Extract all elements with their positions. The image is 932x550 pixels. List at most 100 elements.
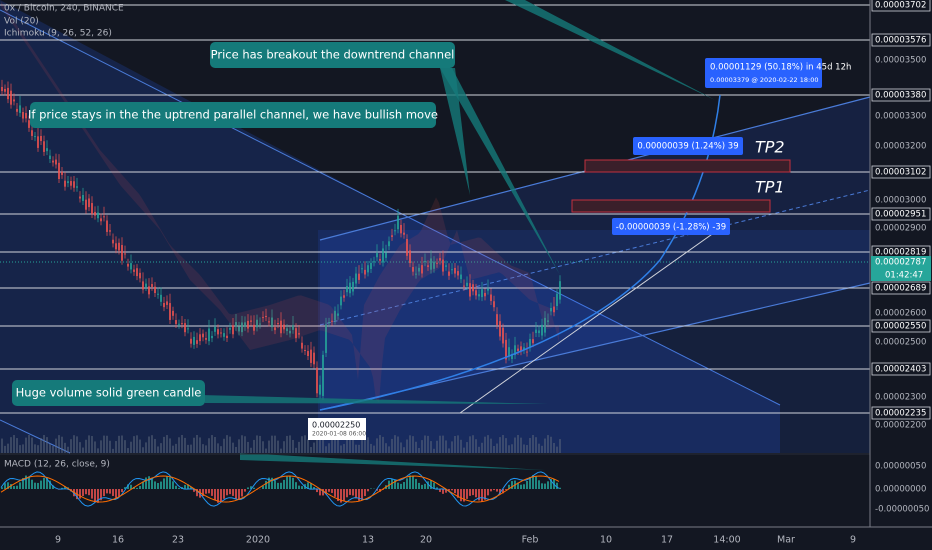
candle-body bbox=[193, 336, 195, 345]
candle-body bbox=[556, 293, 558, 307]
volume-bar bbox=[343, 444, 345, 453]
volume-bar bbox=[454, 435, 456, 453]
candle-body bbox=[190, 338, 192, 344]
candle-body bbox=[391, 235, 393, 237]
callout-box bbox=[30, 102, 436, 128]
volume-bar bbox=[328, 443, 330, 453]
candle-body bbox=[328, 322, 330, 324]
volume-bar bbox=[64, 442, 66, 453]
callout-pointer bbox=[440, 68, 470, 195]
candle-body bbox=[145, 283, 147, 287]
candle-body bbox=[136, 268, 138, 277]
candle-body bbox=[115, 243, 117, 250]
candle-body bbox=[358, 273, 360, 280]
candle-body bbox=[175, 320, 177, 324]
candle-body bbox=[400, 224, 402, 234]
candle-body bbox=[19, 105, 21, 113]
candle-body bbox=[505, 339, 507, 360]
macd-histogram bbox=[1, 487, 3, 489]
macd-histogram bbox=[409, 475, 411, 489]
callout-text: Huge volume solid green candle bbox=[16, 386, 202, 400]
volume-bar bbox=[73, 435, 75, 453]
candle-body bbox=[382, 248, 384, 263]
level-label-box bbox=[871, 33, 931, 47]
macd-histogram bbox=[79, 489, 81, 499]
volume-bar bbox=[40, 438, 42, 453]
volume-bar bbox=[82, 447, 84, 453]
macd-histogram bbox=[214, 489, 216, 500]
candle-body bbox=[463, 285, 465, 287]
time-tick-label: 9 bbox=[850, 535, 856, 546]
candle-body bbox=[73, 181, 75, 188]
volume-bar bbox=[316, 436, 318, 453]
candle-body bbox=[277, 323, 279, 325]
macd-histogram bbox=[511, 481, 513, 489]
volume-bar bbox=[172, 445, 174, 453]
macd-histogram bbox=[169, 477, 171, 489]
candle-body bbox=[337, 313, 339, 316]
volume-bar bbox=[169, 438, 171, 453]
candle-body bbox=[481, 289, 483, 298]
macd-histogram bbox=[508, 484, 510, 489]
macd-histogram bbox=[61, 487, 63, 489]
macd-histogram bbox=[31, 479, 33, 489]
measure-text: -0.00000039 (-1.28%) -39 bbox=[616, 223, 726, 233]
tp1-zone bbox=[571, 199, 771, 213]
candle-body bbox=[67, 181, 69, 184]
candle-body bbox=[238, 326, 240, 332]
volume-bar bbox=[445, 440, 447, 453]
macd-histogram bbox=[424, 483, 426, 489]
macd-histogram bbox=[394, 479, 396, 489]
macd-histogram bbox=[250, 486, 252, 489]
macd-histogram bbox=[22, 478, 24, 489]
candle-body bbox=[142, 281, 144, 290]
volume-bar bbox=[148, 436, 150, 453]
candle-body bbox=[64, 180, 66, 187]
volume-bar bbox=[322, 438, 324, 453]
macd-histogram bbox=[502, 489, 504, 494]
candle-body bbox=[487, 288, 489, 291]
volume-bar bbox=[547, 435, 549, 453]
volume-bar bbox=[514, 437, 516, 453]
price-tick-label: 0.00002500 bbox=[875, 338, 926, 348]
macd-histogram bbox=[118, 489, 120, 497]
macd-histogram bbox=[475, 489, 477, 498]
macd-histogram bbox=[505, 489, 507, 490]
macd-histogram bbox=[49, 480, 51, 489]
level-label: 0.00002550 bbox=[875, 322, 926, 332]
candle-body bbox=[397, 215, 399, 230]
macd-histogram bbox=[412, 475, 414, 489]
macd-histogram bbox=[85, 489, 87, 495]
candle-body bbox=[34, 136, 36, 138]
level-label: 0.00002403 bbox=[875, 365, 926, 375]
volume-bar bbox=[370, 443, 372, 453]
level-label: 0.00002235 bbox=[875, 409, 926, 419]
callout-pointer bbox=[505, 0, 715, 100]
macd-histogram bbox=[520, 484, 522, 489]
candle-body bbox=[265, 315, 267, 318]
candle-body bbox=[517, 348, 519, 351]
range-box bbox=[318, 230, 870, 453]
volume-bar bbox=[436, 440, 438, 453]
time-tick-label: Feb bbox=[522, 535, 539, 546]
macd-histogram bbox=[91, 489, 93, 499]
macd-histogram bbox=[328, 489, 330, 492]
callout-pointer bbox=[440, 68, 560, 275]
macd-histogram bbox=[157, 482, 159, 489]
candle-body bbox=[121, 245, 123, 261]
macd-histogram bbox=[460, 489, 462, 502]
macd-histogram bbox=[301, 486, 303, 489]
candle-body bbox=[70, 181, 72, 186]
macd-histogram bbox=[469, 489, 471, 496]
volume-bar bbox=[127, 448, 129, 453]
macd-histogram bbox=[115, 489, 117, 498]
candle-body bbox=[319, 384, 321, 395]
macd-histogram bbox=[220, 489, 222, 503]
candle-body bbox=[169, 303, 171, 320]
candle-body bbox=[85, 199, 87, 210]
volume-bar bbox=[499, 437, 501, 453]
candle-body bbox=[10, 90, 12, 105]
volume-bar bbox=[358, 444, 360, 453]
level-label: 0.00002951 bbox=[875, 210, 926, 220]
volume-bar bbox=[199, 437, 201, 453]
